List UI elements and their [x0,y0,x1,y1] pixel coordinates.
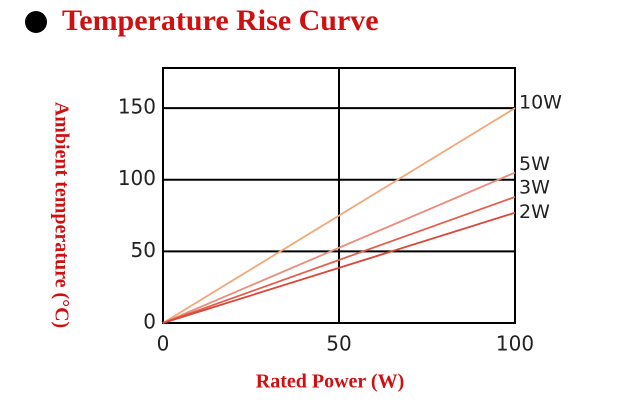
y-tick-label: 150 [118,95,156,119]
plot-frame [162,67,516,324]
y-tick-label: 50 [131,238,156,262]
series-label: 2W [519,201,550,223]
x-tick-label: 50 [326,332,351,356]
chart-title: Temperature Rise Curve [62,4,379,37]
x-tick-label: 0 [157,332,170,356]
series-label: 10W [519,92,562,114]
y-tick-label: 100 [118,166,156,190]
series-line [162,107,516,324]
series-label: 3W [519,176,550,198]
series-line [162,171,516,324]
x-tick-label: 100 [496,332,534,356]
y-axis-label: Ambient temperature (°C) [50,102,72,328]
series-label: 5W [519,153,550,175]
x-axis-label: Rated Power (W) [256,371,404,393]
series-line [162,196,516,324]
title-bullet [25,11,47,33]
y-tick-label: 0 [143,310,156,334]
series-line [162,211,516,324]
